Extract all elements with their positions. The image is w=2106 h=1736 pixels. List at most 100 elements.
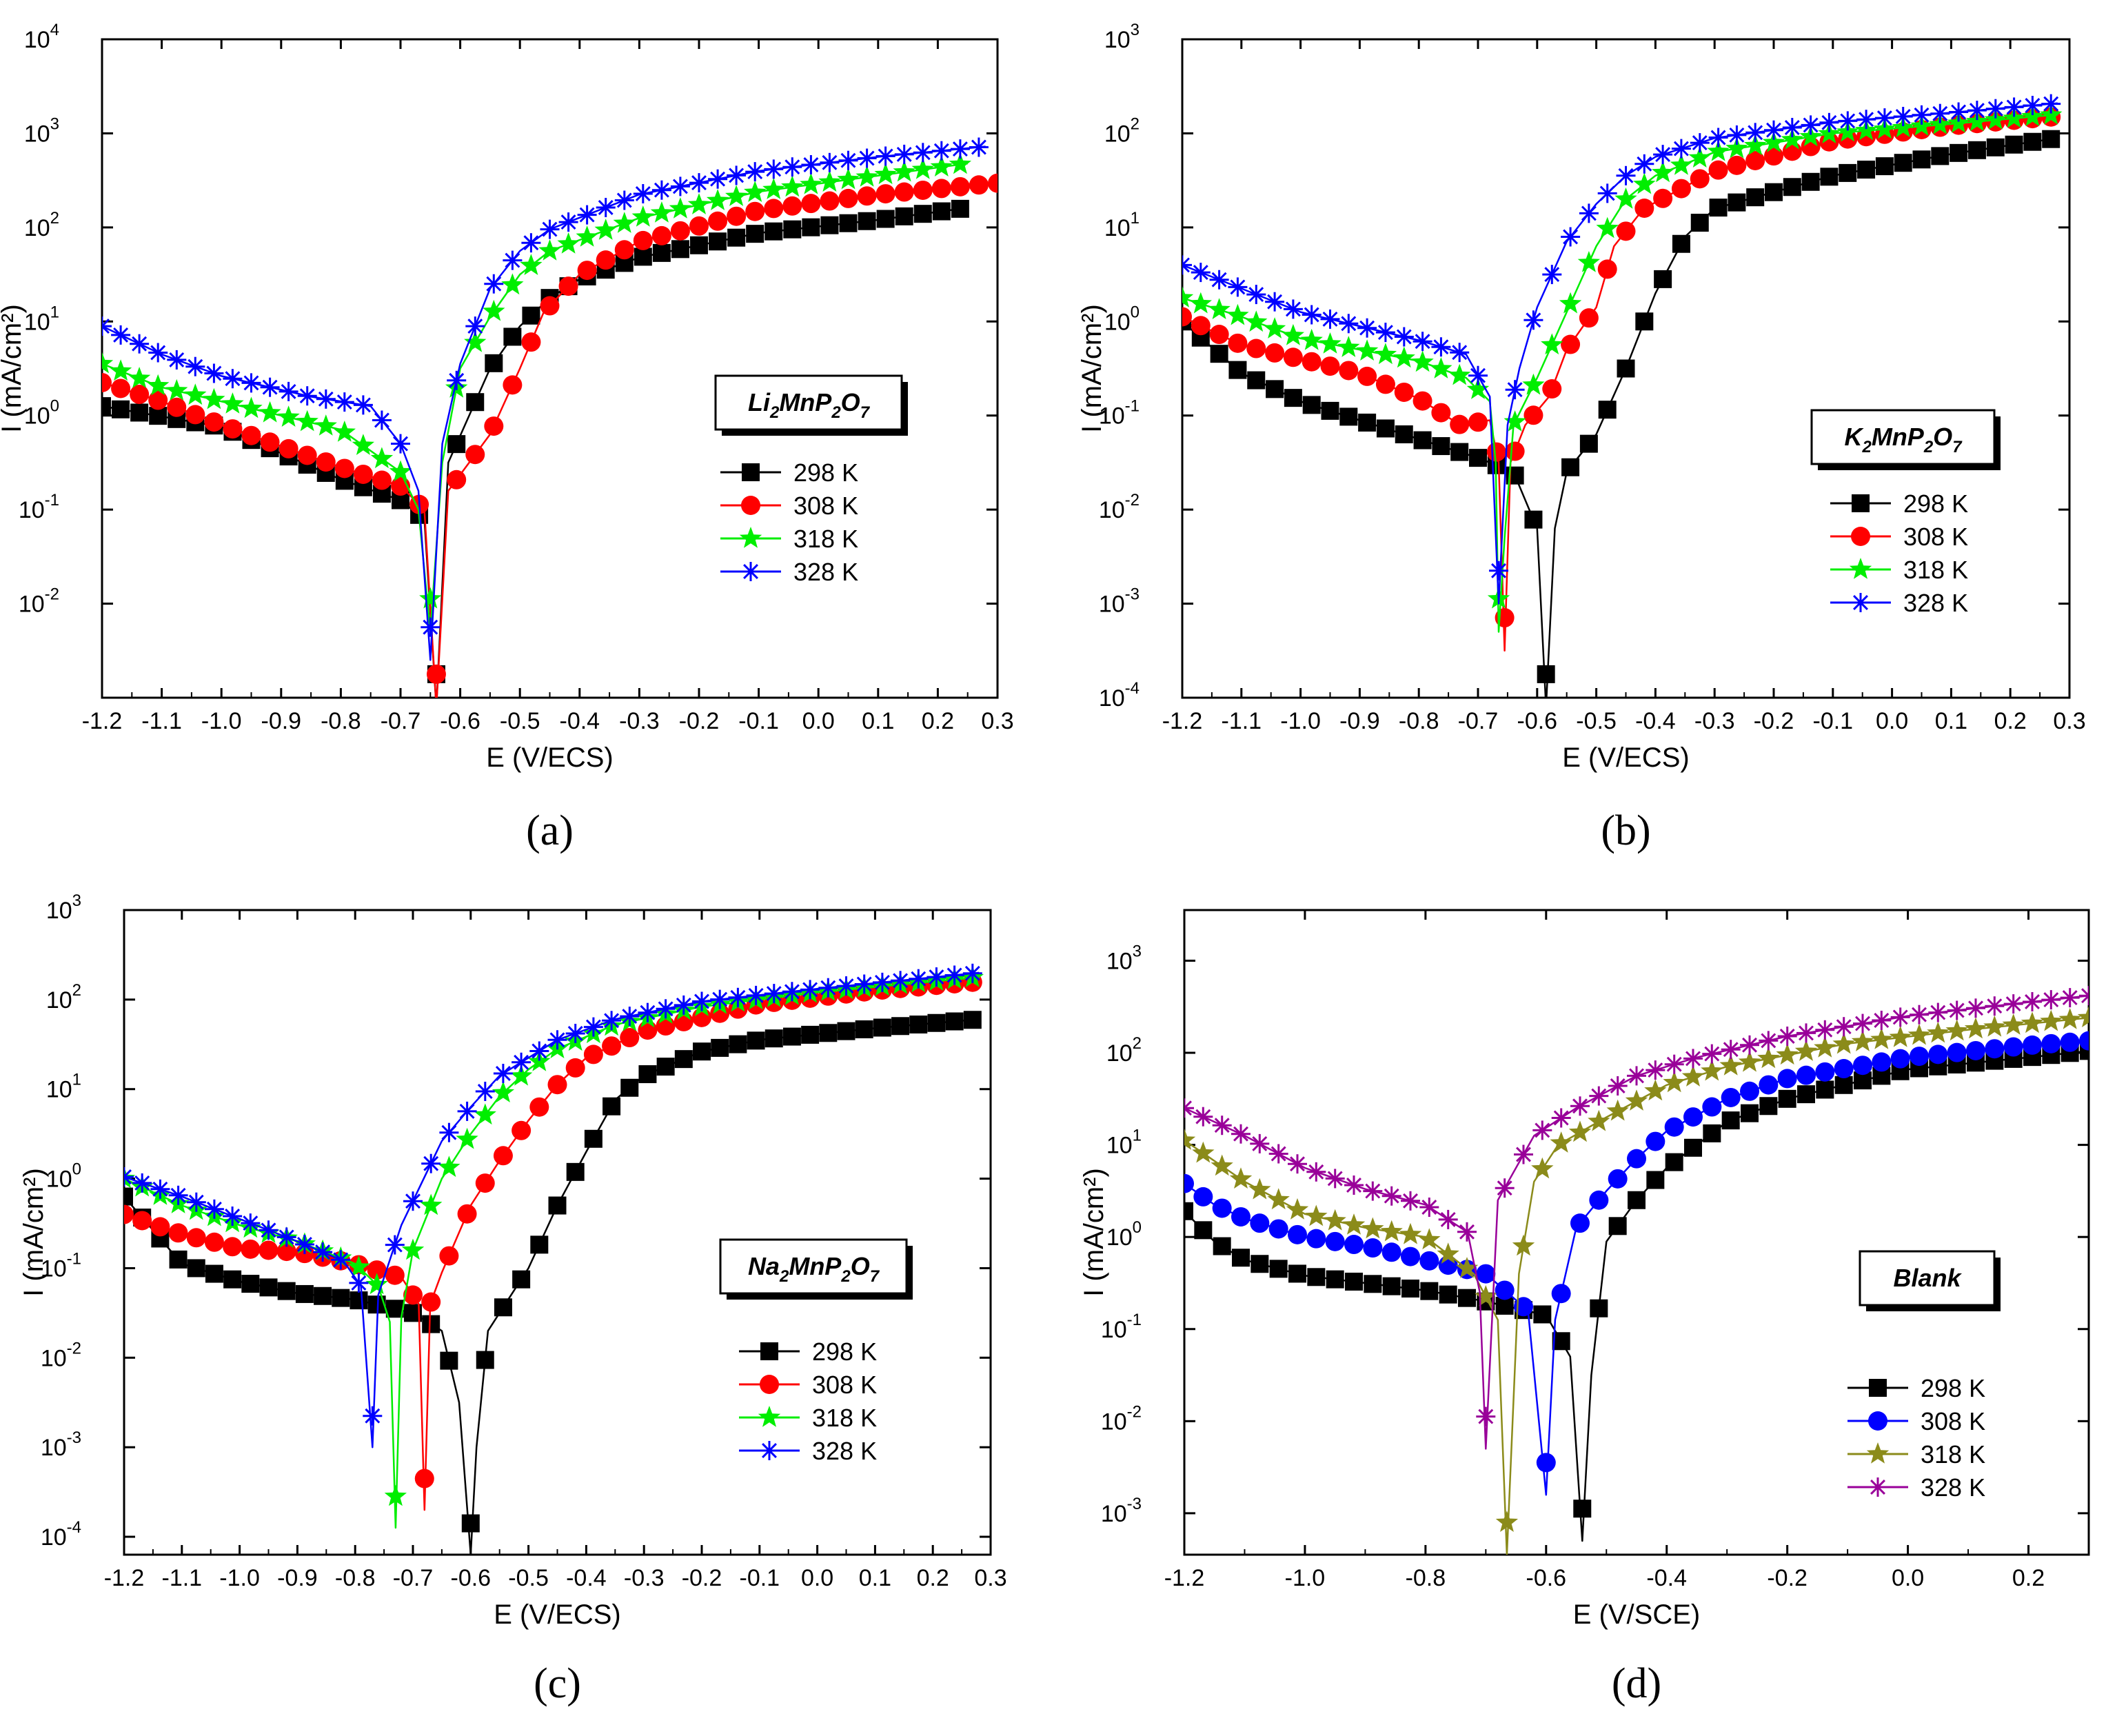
- panel-d-series-2-point: [2002, 1013, 2025, 1035]
- asterisk-stroke: [1252, 1136, 1268, 1151]
- compound-label-part: 7: [860, 403, 871, 422]
- panel-d-series-0-point: [1420, 1282, 1439, 1300]
- panel-d-series-3-point: [1532, 1120, 1552, 1140]
- asterisk-stroke: [1304, 307, 1319, 323]
- asterisk-stroke: [784, 159, 800, 175]
- panel-c-series-1-point: [124, 1204, 134, 1224]
- panel-c-series-0-markers: [124, 1011, 982, 1533]
- panel-b-series-3-point: [1893, 107, 1913, 126]
- asterisk-stroke: [1987, 998, 2003, 1014]
- panel-c-x-tick-label: -0.2: [682, 1565, 722, 1591]
- asterisk-stroke: [1610, 1078, 1626, 1093]
- panel-c-series-0-point: [277, 1282, 296, 1300]
- panel-b-series-3-point: [2023, 96, 2043, 115]
- panel-d-series-3-point: [1514, 1144, 1533, 1164]
- panel-b-series-2-point: [2003, 106, 2025, 128]
- panel-b-series-2-point: [1929, 113, 1952, 134]
- panel-c-series-3-point: [385, 1235, 405, 1255]
- asterisk-stroke: [1874, 1013, 1890, 1028]
- panel-d-legend-marker-1: [1868, 1411, 1887, 1431]
- panel-a-series-2-point: [538, 239, 561, 261]
- panel-b-series-3-point: [1394, 327, 1414, 347]
- panel-b-series-2-point: [1910, 114, 1933, 136]
- panel-b-series-0-point: [1967, 141, 1986, 159]
- panel-c-series-0-point: [187, 1259, 205, 1278]
- panel-b-series-3-point: [1671, 139, 1691, 159]
- compound-label-part: O: [841, 388, 860, 416]
- asterisk-stroke: [477, 1084, 493, 1099]
- panel-b-legend-label-0: 298 K: [1903, 489, 1968, 518]
- panel-b-series-2-point: [1818, 122, 1841, 143]
- panel-a-series-0-point: [634, 248, 652, 266]
- panel-d-series-2-point: [1625, 1089, 1648, 1111]
- panel-a-series-2-point: [240, 396, 263, 418]
- panel-a-series-2-point: [781, 175, 804, 197]
- tick-exponent: -3: [1127, 1495, 1142, 1513]
- panel-d-series-1-point: [1193, 1187, 1213, 1207]
- tick-exponent: -2: [67, 1339, 81, 1357]
- asterisk-stroke: [531, 1043, 547, 1059]
- asterisk-stroke: [1267, 294, 1283, 310]
- panel-b-series-1-point: [1265, 343, 1285, 363]
- asterisk-stroke: [351, 1275, 367, 1291]
- panel-c-series-1-point: [367, 1260, 387, 1280]
- asterisk-stroke: [505, 252, 520, 268]
- compound-label-part: Na: [748, 1252, 780, 1280]
- panel-d-series-1-point: [1796, 1065, 1816, 1085]
- panel-d-series-2-point: [1342, 1213, 1366, 1235]
- asterisk-stroke: [579, 207, 595, 223]
- panel-c-series-0-point: [747, 1031, 765, 1050]
- asterisk-stroke: [604, 1013, 620, 1029]
- asterisk-stroke: [355, 397, 371, 413]
- tick-exponent: 3: [1131, 21, 1140, 39]
- panel-c-series-3-point: [891, 971, 911, 991]
- panel-b-series-2-point: [1873, 117, 1896, 139]
- asterisk-stroke: [1526, 312, 1541, 328]
- panel-d-series-2-point: [1983, 1015, 2006, 1037]
- panel-c-series-1-point: [457, 1204, 477, 1224]
- panel-a-series-0-point: [447, 435, 466, 454]
- asterisk-stroke: [1377, 325, 1393, 341]
- tick-exponent: 2: [1131, 114, 1140, 133]
- asterisk-stroke: [2081, 994, 2089, 1004]
- panel-a-series-3-point: [372, 410, 392, 430]
- panel-d-series-3-point: [1231, 1124, 1251, 1144]
- panel-c-series-3-ecorr-point: [363, 1406, 383, 1426]
- panel-c-series-3-point: [764, 984, 784, 1004]
- panel-a-series-0-point: [130, 403, 149, 422]
- panel-a-x-tick-label: -0.5: [500, 708, 540, 734]
- panel-d-series-0-point: [1816, 1080, 1834, 1099]
- panel-d-series-3-point: [1570, 1096, 1590, 1116]
- panel-d-series-0-point: [1345, 1272, 1363, 1291]
- panel-b-series-2-point: [1744, 134, 1767, 156]
- tick-exponent: -1: [67, 1249, 81, 1268]
- panel-d-series-0-point: [1646, 1171, 1665, 1189]
- asterisk-stroke: [766, 161, 782, 177]
- asterisk-stroke: [676, 997, 691, 1013]
- panel-d-series-1-point: [1777, 1069, 1797, 1089]
- asterisk-stroke: [933, 143, 949, 159]
- asterisk-stroke: [878, 148, 893, 164]
- panel-c-series-1-point: [565, 1058, 585, 1078]
- panel-a-series-1-point: [913, 180, 933, 200]
- asterisk-stroke: [387, 1237, 403, 1253]
- tick-base: 10: [24, 403, 50, 430]
- panel-d-series-2-point: [1324, 1209, 1346, 1231]
- panel-a-series-0-point: [951, 199, 969, 218]
- panel-b-series-3-point: [1542, 265, 1562, 285]
- asterisk-stroke: [1516, 1147, 1531, 1162]
- panel-a-series-3-point: [633, 184, 653, 203]
- panel-c-series-3-point: [132, 1173, 152, 1193]
- asterisk-stroke: [1421, 1200, 1437, 1215]
- panel-a-series-2-point: [520, 254, 543, 275]
- panel-d-series-2-point: [1184, 1128, 1196, 1150]
- asterisk-stroke: [405, 1193, 421, 1209]
- panel-a-series-0-point: [102, 397, 111, 416]
- panel-d-x-tick-label: -0.8: [1406, 1565, 1446, 1591]
- panel-b-series-1-point: [1339, 361, 1359, 381]
- asterisk-stroke: [1478, 1409, 1494, 1424]
- tick-base: 10: [19, 592, 45, 618]
- asterisk-stroke: [838, 978, 854, 994]
- panel-d-series-1-point: [1476, 1264, 1496, 1284]
- panel-a-series-2-point: [277, 405, 300, 427]
